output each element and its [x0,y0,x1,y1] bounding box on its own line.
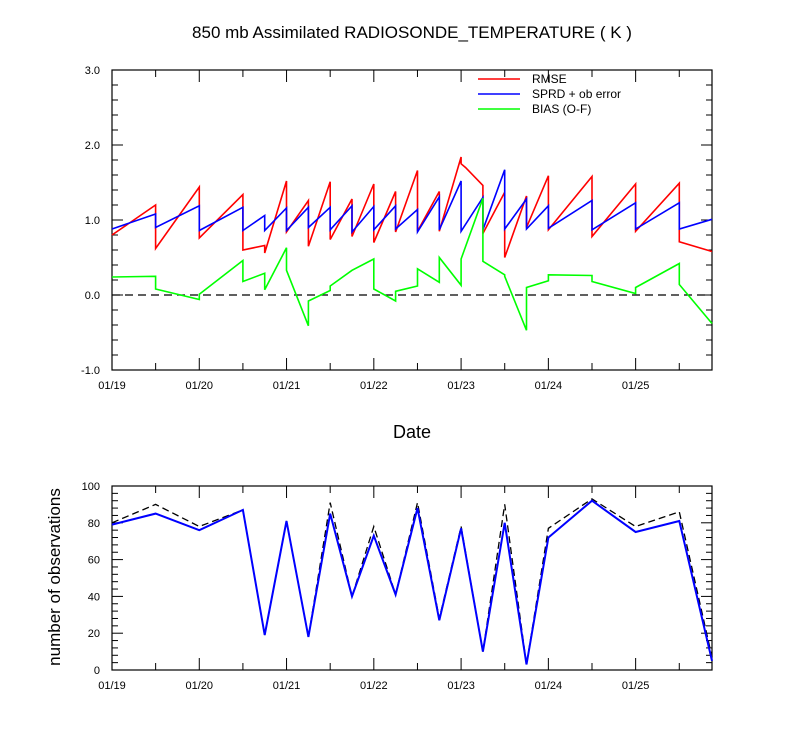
top-chart-xtick-label: 01/22 [360,380,388,392]
top-chart-ytick-label: 2.0 [85,140,100,152]
obs-line-used [111,499,713,665]
bottom-chart: 0 20 40 60 80 100 01/19 01/20 01/21 01/22 01/23 01/… [45,481,713,692]
bottom-chart-xtick-label: 01/20 [186,680,214,692]
top-chart-xtick-label: 01/20 [186,380,214,392]
series-line-rmse [111,156,713,258]
top-chart-plot-area: -1.0 0.0 1.0 2.0 3.0 01/19 01/20 01/21 01/22 01/2… [81,65,713,392]
top-chart-xtick-label: 01/19 [98,380,126,392]
legend-label: SPRD + ob error [532,87,621,101]
top-chart-ytick-label: 0.0 [85,290,100,302]
bottom-chart-xtick-label: 01/25 [622,680,650,692]
obs-line-possible [111,498,713,665]
top-chart-frame [111,69,713,371]
bottom-chart-xtick-label: 01/19 [98,680,126,692]
legend-label: RMSE [532,72,567,86]
bottom-chart-ytick-label: 80 [88,518,100,530]
bottom-chart-xtick-label: 01/22 [360,680,388,692]
bottom-chart-frame [111,485,713,671]
bottom-chart-xtick-label: 01/24 [535,680,563,692]
bottom-chart-ytick-label: 20 [88,628,100,640]
series-line-sprd-ob-error [111,169,713,235]
bottom-chart-ytick-label: 60 [88,555,100,567]
top-chart-xtick-label: 01/23 [447,380,475,392]
bottom-chart-ytick-label: 0 [94,665,100,677]
top-chart: 850 mb Assimilated RADIOSONDE_TEMPERATUR… [81,23,713,442]
top-chart-ytick-label: -1.0 [81,365,100,377]
bottom-chart-xtick-label: 01/21 [273,680,301,692]
top-chart-title: 850 mb Assimilated RADIOSONDE_TEMPERATUR… [192,23,632,42]
bottom-chart-ytick-label: 100 [82,481,100,493]
bottom-chart-plot-area: 0 20 40 60 80 100 01/19 01/20 01/21 01/22 01/23 01/… [82,481,713,692]
series-line-bias-o-f- [111,198,713,331]
top-chart-xlabel: Date [393,422,431,442]
bottom-chart-ytick-label: 40 [88,591,100,603]
bottom-chart-xtick-label: 01/23 [447,680,475,692]
top-chart-ytick-label: 1.0 [85,215,100,227]
legend-label: BIAS (O-F) [532,102,591,116]
top-chart-xtick-label: 01/25 [622,380,650,392]
top-chart-xtick-label: 01/24 [535,380,563,392]
bottom-chart-ylabel: number of observations [45,488,64,666]
top-chart-ytick-label: 3.0 [85,65,100,77]
top-chart-xtick-label: 01/21 [273,380,301,392]
